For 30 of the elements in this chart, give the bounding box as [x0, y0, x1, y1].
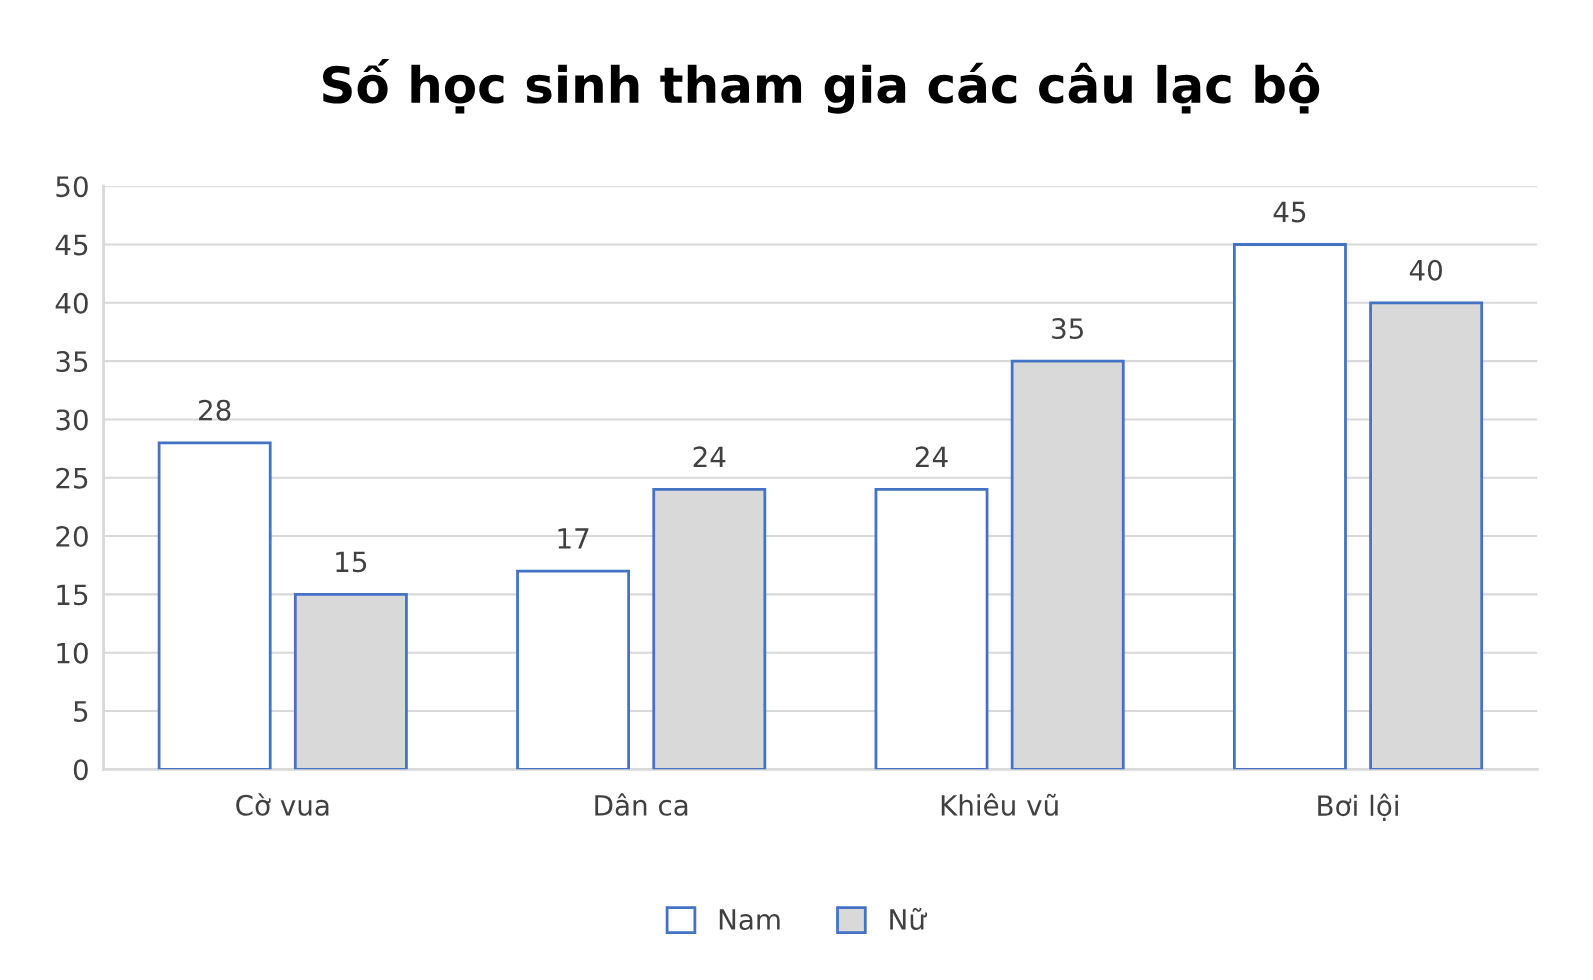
legend-label: Nam [719, 909, 780, 931]
data-label: 40 [1409, 259, 1442, 281]
y-tick-label: 10 [57, 642, 88, 664]
data-label: 15 [336, 551, 367, 573]
y-tick-label: 50 [56, 176, 88, 198]
data-label: 24 [693, 446, 726, 467]
legend-label: Nữ [890, 908, 928, 931]
y-tick-label: 5 [74, 701, 88, 722]
data-label: 17 [558, 528, 589, 549]
y-tick-label: 15 [57, 584, 88, 606]
x-tick-label: Bơi lội [1318, 793, 1398, 821]
bar [1232, 243, 1347, 770]
data-label: 35 [1052, 318, 1083, 340]
data-label: 28 [199, 399, 231, 421]
y-tick-label: 40 [55, 292, 88, 314]
bar [516, 569, 631, 770]
chart-title: Số học sinh tham gia các câu lạc bộ [323, 59, 1320, 114]
data-label: 24 [915, 446, 948, 467]
bar [874, 488, 989, 770]
x-tick-label: Dân ca [595, 793, 688, 816]
x-tick-label: Cờ vua [236, 793, 329, 816]
bar [157, 441, 272, 770]
y-tick-label: 20 [56, 526, 88, 548]
data-label: 45 [1273, 201, 1306, 223]
x-tick-label: Khiêu vũ [941, 793, 1058, 816]
y-tick-label: 0 [73, 759, 88, 781]
y-tick-label: 35 [56, 351, 88, 373]
y-tick-label: 25 [56, 467, 88, 489]
y-tick-label: 45 [55, 234, 88, 256]
y-tick-label: 30 [56, 409, 88, 431]
